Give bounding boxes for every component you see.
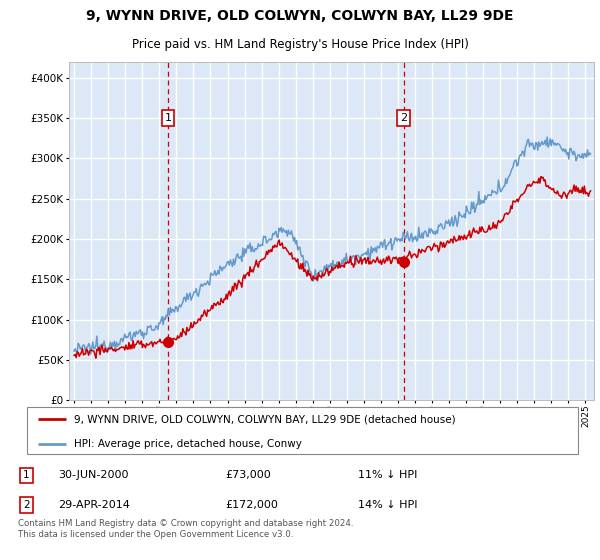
- Text: 2: 2: [23, 500, 30, 510]
- Text: 11% ↓ HPI: 11% ↓ HPI: [358, 470, 417, 480]
- FancyBboxPatch shape: [27, 408, 578, 454]
- Text: £73,000: £73,000: [225, 470, 271, 480]
- Text: 9, WYNN DRIVE, OLD COLWYN, COLWYN BAY, LL29 9DE: 9, WYNN DRIVE, OLD COLWYN, COLWYN BAY, L…: [86, 9, 514, 23]
- Text: 2: 2: [400, 113, 407, 123]
- Text: Contains HM Land Registry data © Crown copyright and database right 2024.
This d: Contains HM Land Registry data © Crown c…: [18, 519, 353, 539]
- Text: 1: 1: [164, 113, 172, 123]
- Text: £172,000: £172,000: [225, 500, 278, 510]
- Text: 30-JUN-2000: 30-JUN-2000: [58, 470, 128, 480]
- Text: 14% ↓ HPI: 14% ↓ HPI: [358, 500, 417, 510]
- Text: HPI: Average price, detached house, Conwy: HPI: Average price, detached house, Conw…: [74, 438, 302, 449]
- Text: 29-APR-2014: 29-APR-2014: [58, 500, 130, 510]
- Text: Price paid vs. HM Land Registry's House Price Index (HPI): Price paid vs. HM Land Registry's House …: [131, 38, 469, 51]
- Text: 1: 1: [23, 470, 30, 480]
- Text: 9, WYNN DRIVE, OLD COLWYN, COLWYN BAY, LL29 9DE (detached house): 9, WYNN DRIVE, OLD COLWYN, COLWYN BAY, L…: [74, 414, 456, 424]
